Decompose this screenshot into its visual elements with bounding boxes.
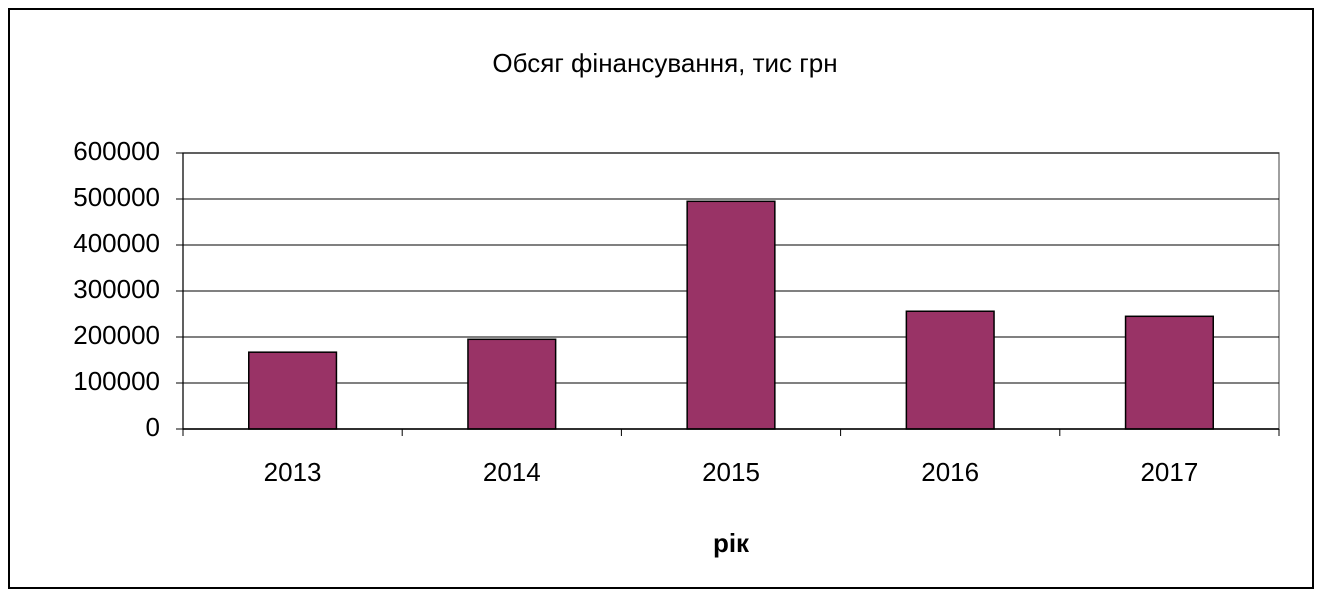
chart-title: Обсяг фінансування, тис грн bbox=[492, 48, 837, 78]
y-tick-label: 600000 bbox=[73, 136, 160, 166]
x-tick-label: 2013 bbox=[264, 457, 322, 487]
x-tick-label: 2016 bbox=[921, 457, 979, 487]
y-tick-label: 0 bbox=[146, 412, 160, 442]
y-tick-label: 500000 bbox=[73, 182, 160, 212]
bar bbox=[686, 200, 776, 430]
bar bbox=[248, 351, 338, 430]
chart-border bbox=[8, 8, 1314, 589]
x-tick-label: 2014 bbox=[483, 457, 541, 487]
x-tick-label: 2015 bbox=[702, 457, 760, 487]
y-tick-label: 200000 bbox=[73, 320, 160, 350]
y-tick-label: 300000 bbox=[73, 274, 160, 304]
y-tick-label: 100000 bbox=[73, 366, 160, 396]
x-tick-label: 2017 bbox=[1140, 457, 1198, 487]
y-tick-label: 400000 bbox=[73, 228, 160, 258]
bar bbox=[467, 338, 557, 430]
bar bbox=[1124, 315, 1214, 430]
x-axis-label: рік bbox=[713, 528, 750, 558]
bar bbox=[905, 310, 995, 430]
